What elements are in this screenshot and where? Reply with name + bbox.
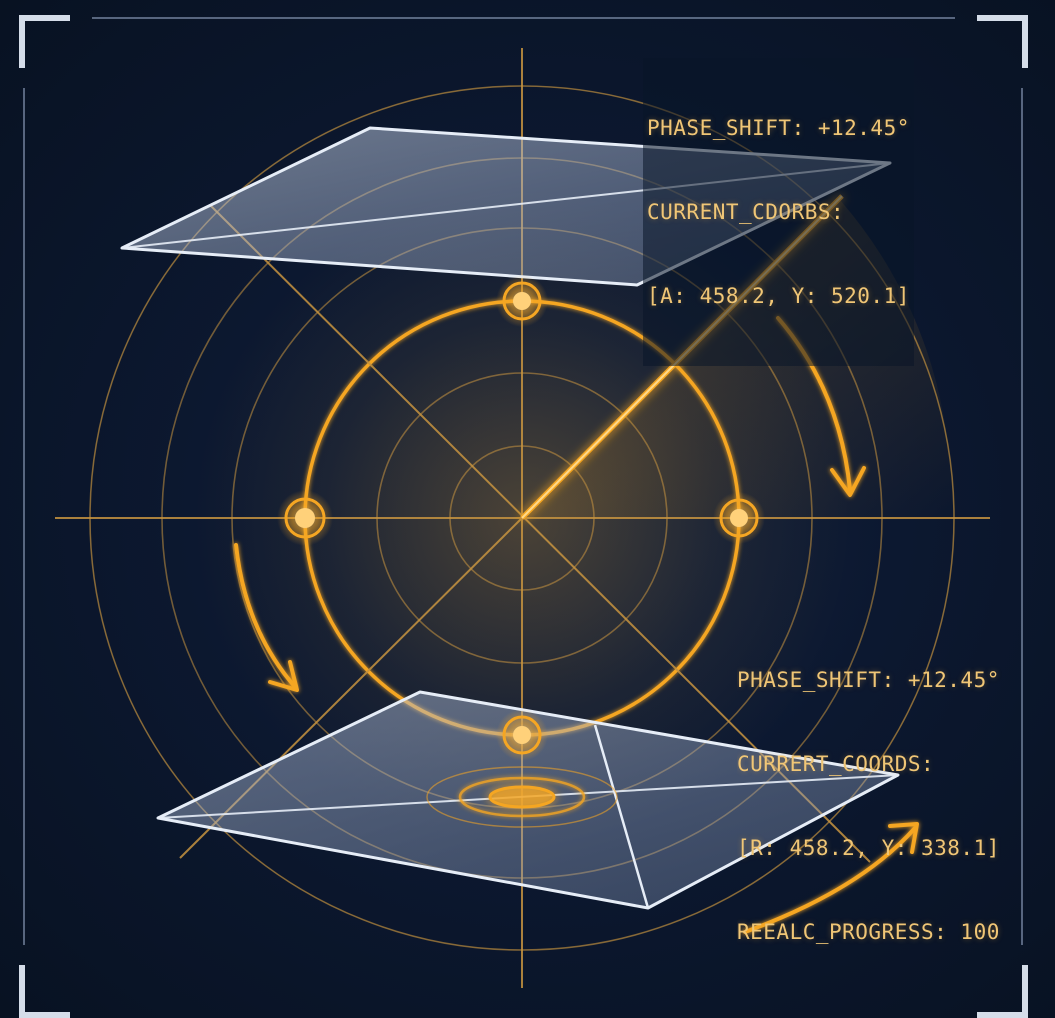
readout-top: PHASE_SHIFT: +12.45° CURRENT_CDORBS: [A:…	[643, 58, 914, 366]
coords-label: CURRERT_COORDS:	[737, 752, 935, 776]
arrow-left-down-icon	[234, 543, 299, 692]
progress-label: REEALC_PROGRESS: 100	[737, 920, 1000, 944]
bracket-bottom-right	[977, 965, 1028, 1018]
node-right	[713, 492, 765, 544]
readout-bottom: PHASE_SHIFT: +12.45° CURRERT_COORDS: [R:…	[737, 610, 1055, 1002]
frame-edges	[23, 17, 1023, 945]
phase-shift-label: PHASE_SHIFT: +12.45°	[737, 668, 1000, 692]
bracket-bottom-left	[19, 965, 70, 1018]
frame-brackets	[19, 15, 1028, 1018]
target-ellipses	[426, 766, 618, 828]
orbit-nodes	[277, 275, 765, 761]
bracket-top-right	[977, 15, 1028, 68]
bracket-top-left	[19, 15, 70, 68]
node-bottom	[496, 709, 548, 761]
phase-shift-label: PHASE_SHIFT: +12.45°	[647, 116, 910, 140]
arrow-bottom-right-icon	[743, 822, 919, 934]
coords-value: [A: 458.2, Y: 520.1]	[647, 284, 910, 308]
node-top	[496, 275, 548, 327]
node-left	[277, 490, 333, 546]
rotation-arrows	[234, 316, 919, 934]
coords-value: [R: 458.2, Y: 338.1]	[737, 836, 1000, 860]
coords-label: CURRENT_CDORBS:	[647, 200, 845, 224]
